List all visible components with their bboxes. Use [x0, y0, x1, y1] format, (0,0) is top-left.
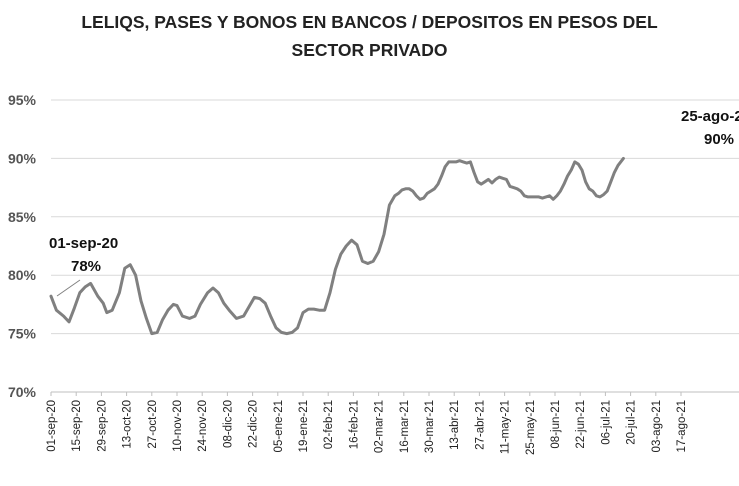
end-date-label: 25-ago-21 [681, 108, 739, 125]
start-callout-line [56, 279, 81, 297]
annotations: 01-sep-20 78% 25-ago-21 90% [49, 108, 739, 297]
x-tick-label: 27-abr-21 [474, 400, 486, 450]
y-tick-label: 75% [8, 326, 37, 342]
y-tick-label: 70% [8, 384, 37, 400]
x-tick-label: 25-may-21 [525, 400, 537, 455]
x-tick-label: 29-sep-20 [96, 400, 108, 452]
start-date-label: 01-sep-20 [49, 235, 118, 252]
x-tick-label: 13-oct-20 [122, 400, 134, 449]
x-tick-label: 05-ene-21 [273, 400, 285, 452]
x-axis-ticks: 01-sep-20 15-sep-20 29-sep-20 13-oct-20 27-o… [46, 392, 688, 455]
end-value-label: 90% [704, 131, 734, 148]
x-tick-label: 30-mar-21 [424, 400, 436, 453]
x-tick-label: 20-jul-21 [626, 400, 638, 445]
chart-title-line-1: LELIQS, PASES Y BONOS EN BANCOS / DEPOSI… [81, 12, 658, 32]
y-axis-ticks: 70% 75% 80% 85% 90% 95% [8, 92, 37, 400]
x-tick-label: 17-ago-21 [676, 400, 688, 452]
y-tick-label: 90% [8, 150, 37, 166]
x-tick-label: 15-sep-20 [71, 400, 83, 452]
x-tick-label: 16-feb-21 [348, 400, 360, 449]
x-tick-label: 08-jun-21 [550, 400, 562, 449]
y-tick-label: 80% [8, 267, 37, 283]
x-tick-label: 27-oct-20 [147, 400, 159, 449]
x-tick-label: 08-dic-20 [222, 400, 234, 448]
y-tick-label: 85% [8, 209, 37, 225]
start-value-label: 78% [71, 258, 101, 275]
series-layer [49, 156, 625, 336]
chart-title: LELIQS, PASES Y BONOS EN BANCOS / DEPOSI… [0, 8, 739, 64]
x-tick-label: 24-nov-20 [197, 400, 209, 452]
chart-title-line-2: SECTOR PRIVADO [291, 40, 448, 60]
x-tick-label: 22-jun-21 [575, 400, 587, 449]
x-tick-label: 02-mar-21 [374, 400, 386, 453]
x-tick-label: 16-mar-21 [399, 400, 411, 453]
x-tick-label: 01-sep-20 [46, 400, 58, 452]
x-tick-label: 06-jul-21 [600, 400, 612, 445]
x-tick-label: 13-abr-21 [449, 400, 461, 450]
x-tick-label: 19-ene-21 [298, 400, 310, 452]
y-tick-label: 95% [8, 92, 37, 108]
x-tick-label: 03-ago-21 [651, 400, 663, 452]
x-tick-label: 11-may-21 [500, 400, 512, 454]
x-tick-label: 10-nov-20 [172, 400, 184, 452]
gridlines [51, 99, 739, 335]
series-line [49, 156, 625, 336]
x-tick-label: 02-feb-21 [323, 400, 335, 449]
x-tick-label: 22-dic-20 [248, 400, 260, 448]
